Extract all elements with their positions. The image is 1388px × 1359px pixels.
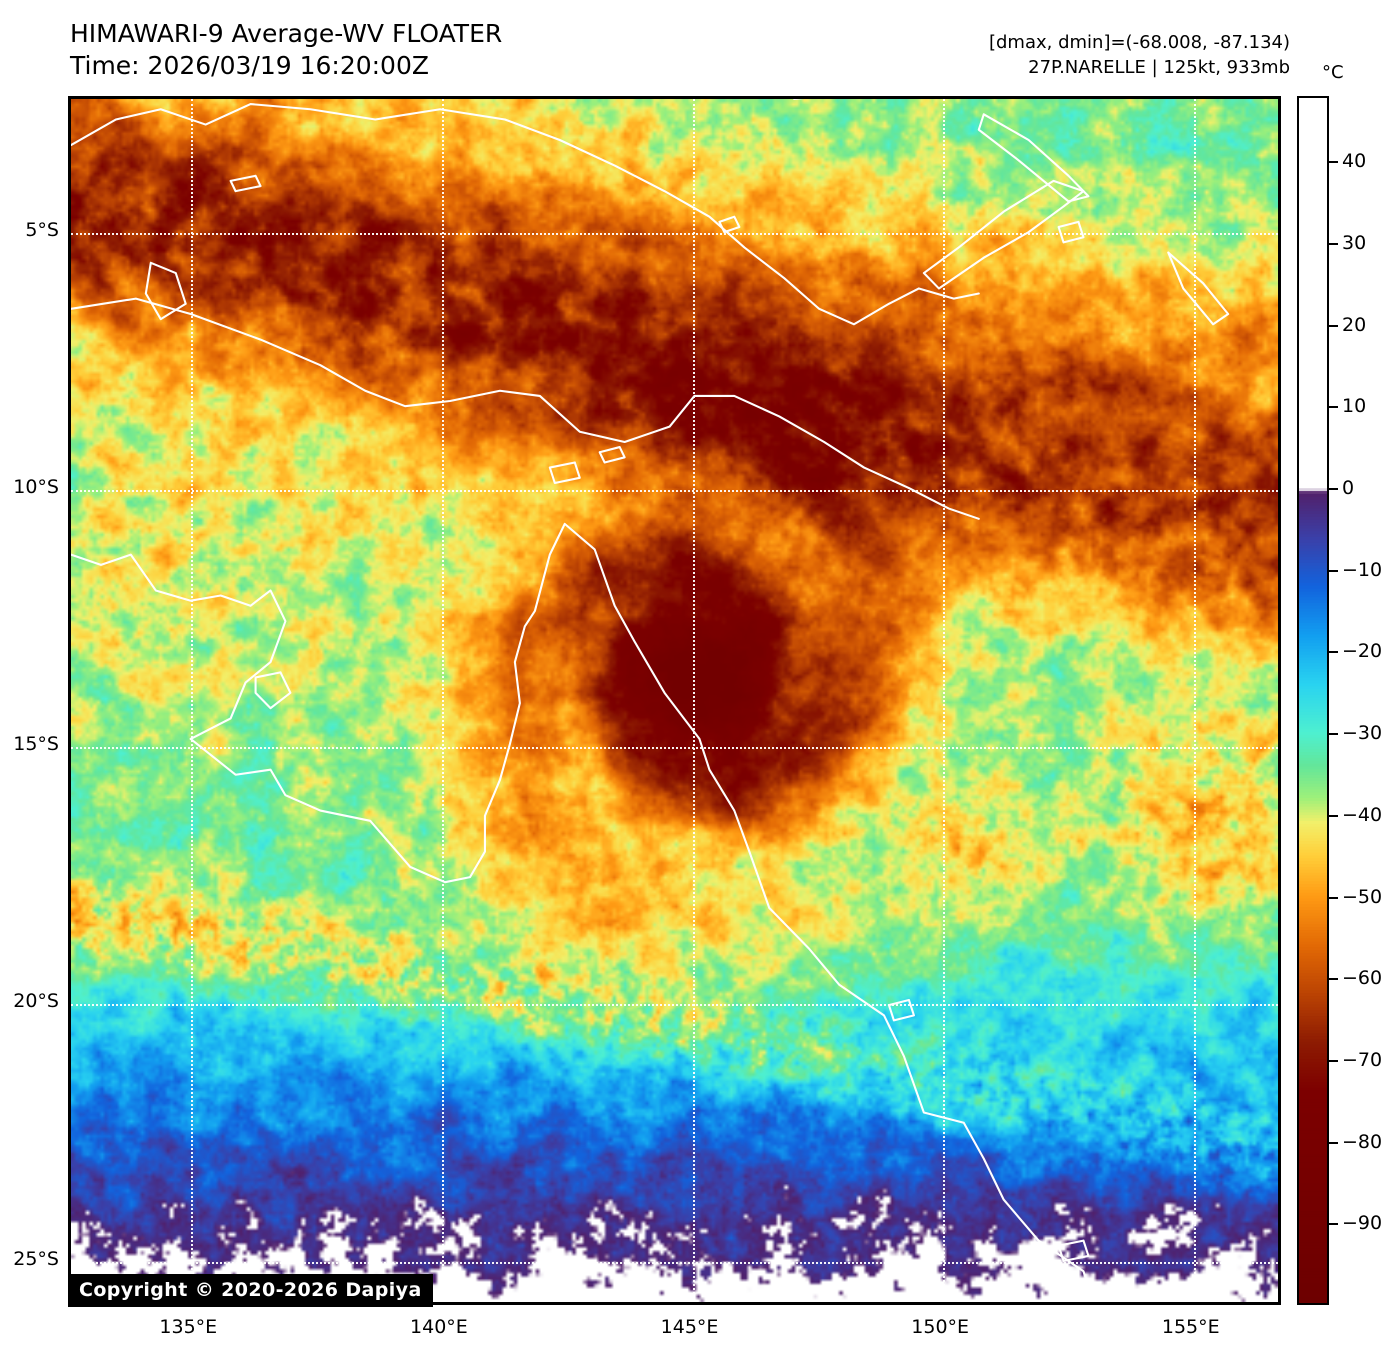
timestamp-label: Time: 2026/03/19 16:20:00Z — [70, 51, 429, 80]
colorbar-tick-label: 30 — [1342, 232, 1367, 255]
colorbar-gradient — [1299, 98, 1327, 1303]
colorbar-tick-label: −50 — [1342, 885, 1383, 908]
colorbar-tick-label: −30 — [1342, 722, 1383, 745]
dmax-dmin-label: [dmax, dmin]=(-68.008, -87.134) — [988, 32, 1290, 53]
colorbar-tick — [1329, 814, 1338, 817]
colorbar-unit-label: °C — [1322, 62, 1344, 83]
coastline — [71, 103, 980, 326]
coastline — [887, 998, 915, 1022]
satellite-image-plot[interactable] — [68, 96, 1281, 1305]
colorbar-tick — [1329, 161, 1338, 164]
coastline — [718, 215, 741, 234]
colorbar-tick — [1329, 324, 1338, 327]
colorbar-tick — [1329, 243, 1338, 246]
colorbar-tick — [1329, 896, 1338, 899]
colorbar-tick-label: −40 — [1342, 803, 1383, 826]
colorbar-tick-label: −90 — [1342, 1212, 1383, 1235]
wv-temperature-field — [71, 99, 1278, 1302]
water-vapor-imagery — [71, 99, 1278, 1302]
latitude-tick-label: 20°S — [13, 990, 59, 1013]
colorbar[interactable] — [1297, 96, 1329, 1305]
colorbar-tick-label: 40 — [1342, 150, 1367, 173]
colorbar-tick — [1329, 406, 1338, 409]
colorbar-tick-label: −20 — [1342, 640, 1383, 663]
colorbar-tick-label: −60 — [1342, 967, 1383, 990]
coastline — [229, 174, 262, 193]
colorbar-tick — [1329, 651, 1338, 654]
longitude-tick-label: 135°E — [159, 1316, 218, 1338]
colorbar-tick-label: 10 — [1342, 395, 1367, 418]
coastline — [922, 179, 1085, 290]
longitude-tick-label: 150°E — [911, 1316, 970, 1338]
copyright-banner: Copyright © 2020-2026 Dapiya — [68, 1274, 433, 1307]
latitude-tick-label: 5°S — [25, 218, 59, 241]
coastline — [254, 671, 292, 710]
title-block: HIMAWARI-9 Average-WV FLOATER Time: 2026… — [70, 18, 502, 82]
coastline — [1057, 1239, 1090, 1263]
colorbar-tick-label: −70 — [1342, 1048, 1383, 1071]
coastline — [1057, 220, 1085, 244]
latitude-tick-label: 15°S — [13, 733, 59, 756]
colorbar-tick-label: −80 — [1342, 1130, 1383, 1153]
colorbar-tick — [1329, 488, 1338, 491]
coastline — [598, 446, 626, 464]
coastline — [1167, 251, 1230, 326]
coastline — [71, 297, 980, 520]
longitude-tick-label: 145°E — [660, 1316, 719, 1338]
metadata-block: [dmax, dmin]=(-68.008, -87.134) 27P.NARE… — [989, 30, 1290, 80]
colorbar-tick — [1329, 1059, 1338, 1062]
longitude-tick-label: 155°E — [1161, 1316, 1220, 1338]
colorbar-tick-label: 20 — [1342, 313, 1367, 336]
page-title: HIMAWARI-9 Average-WV FLOATER — [70, 19, 503, 48]
longitude-tick-label: 140°E — [410, 1316, 468, 1338]
coastline — [977, 113, 1090, 203]
storm-info-label: 27P.NARELLE | 125kt, 933mb — [1028, 57, 1290, 78]
colorbar-tick — [1329, 733, 1338, 736]
colorbar-tick — [1329, 1141, 1338, 1144]
coastline — [71, 553, 287, 740]
colorbar-tick-label: −10 — [1342, 558, 1383, 581]
coastline — [548, 461, 581, 485]
colorbar-tick — [1329, 569, 1338, 572]
coastline — [144, 261, 187, 321]
colorbar-tick — [1329, 1223, 1338, 1226]
coastline — [189, 522, 1095, 1302]
colorbar-tick-label: 0 — [1342, 477, 1355, 500]
colorbar-tick — [1329, 978, 1338, 981]
latitude-tick-label: 25°S — [13, 1247, 59, 1270]
latitude-tick-label: 10°S — [13, 475, 59, 498]
